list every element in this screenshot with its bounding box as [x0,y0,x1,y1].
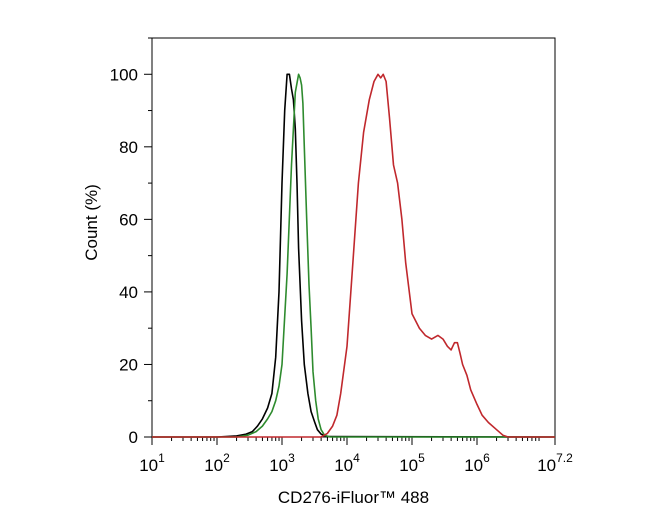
y-tick-label: 100 [110,65,138,84]
y-axis-label: Count (%) [82,184,101,261]
x-tick-label: 106 [464,451,490,475]
x-tick-label: 104 [334,451,360,475]
x-tick-label: 102 [204,451,230,475]
x-tick-label: 101 [139,451,165,475]
x-axis-label: CD276-iFluor™ 488 [278,488,429,507]
plot-frame [151,37,556,438]
series-line-3 [152,73,555,438]
y-tick-label: 20 [119,355,138,374]
series-layer [152,73,556,438]
y-tick-label: 0 [129,428,138,447]
series-line-2 [152,73,555,438]
series-line-1 [152,73,556,438]
x-tick-label: 103 [269,451,295,475]
x-axis: 101 102 103 104 105 106 107.2 [139,437,573,475]
y-tick-label: 40 [119,283,138,302]
y-tick-label: 60 [119,210,138,229]
x-tick-label: 105 [399,451,425,475]
y-axis: 0 20 40 60 80 100 [110,37,152,447]
y-tick-label: 80 [119,138,138,157]
x-tick-label: 107.2 [537,451,573,475]
